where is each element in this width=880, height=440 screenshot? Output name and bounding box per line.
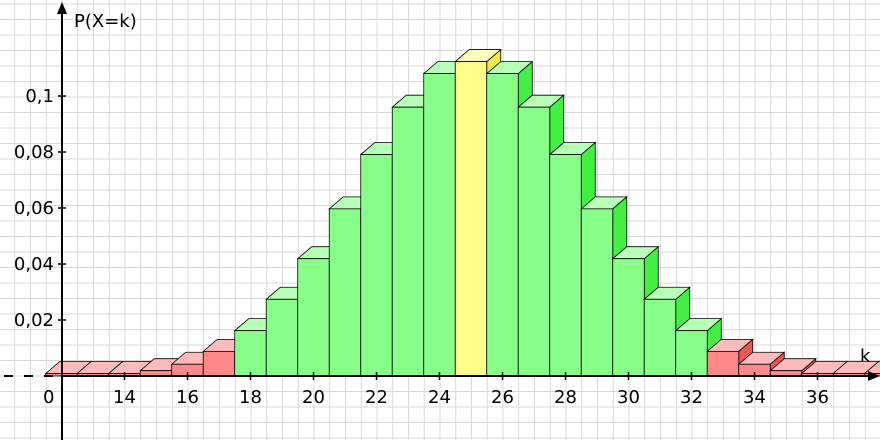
x-tick-label: 24 — [428, 387, 451, 408]
axes — [4, 2, 880, 440]
x-tick-label: 20 — [302, 387, 325, 408]
bar-front-face — [612, 258, 645, 377]
bar-front-face — [486, 73, 519, 377]
bar-front-face — [234, 330, 267, 377]
x-tick-label: 26 — [491, 387, 514, 408]
y-tick-label: 0,04 — [14, 254, 54, 275]
ticks: 14 16 18 20 22 24 26 28 30 32 34 36 0,02 0,04 0,06 0,08… — [14, 86, 829, 408]
bar-front-face — [265, 298, 299, 377]
y-tick-label: 0,1 — [25, 86, 54, 107]
bar-front-face — [675, 330, 708, 377]
x-tick-label: 18 — [239, 387, 262, 408]
x-tick-label: 22 — [365, 387, 388, 408]
bar-front-face — [706, 350, 740, 377]
bar-front-face — [202, 350, 236, 377]
x-tick-label: 16 — [176, 387, 199, 408]
bar-top-face — [863, 361, 880, 374]
y-tick-label: 0,02 — [14, 310, 54, 331]
x-tick-label: 30 — [617, 387, 640, 408]
x-tick-label: 32 — [680, 387, 703, 408]
bar-front-face — [391, 106, 425, 377]
bar-front-face — [643, 298, 677, 377]
x-tick-label: 36 — [806, 387, 829, 408]
bar-front-face — [517, 106, 551, 377]
bar-front-face — [360, 154, 393, 377]
y-axis-title: P(X=k) — [74, 11, 137, 32]
x-tick-label: 34 — [743, 387, 766, 408]
bar-front-face — [580, 208, 614, 377]
bar-front-face — [454, 61, 488, 377]
y-axis-arrow — [57, 2, 67, 14]
x-tick-label: 14 — [113, 387, 136, 408]
x-tick-label: 28 — [554, 387, 577, 408]
origin-label: 0 — [43, 387, 54, 408]
bar-front-face — [549, 154, 582, 377]
bar-front-face — [423, 73, 456, 377]
bar-front-face — [328, 208, 362, 377]
y-tick-label: 0,06 — [14, 198, 54, 219]
y-tick-label: 0,08 — [14, 142, 54, 163]
x-axis-arrow — [868, 371, 880, 381]
bar-front-face — [297, 258, 330, 377]
x-axis-title: k — [860, 346, 871, 367]
